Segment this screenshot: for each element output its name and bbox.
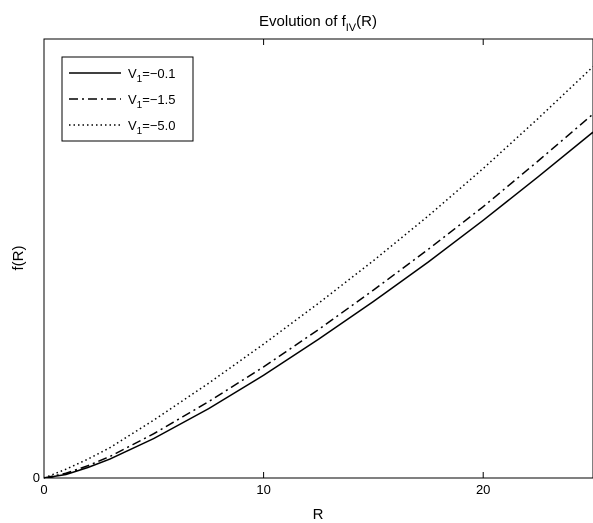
series-line-1 — [43, 113, 593, 479]
legend-label-0: V1=−0.1 — [128, 66, 176, 85]
legend-label-1: V1=−1.5 — [128, 92, 176, 111]
y-axis-label: f(R) — [10, 246, 27, 271]
series-line-0 — [43, 131, 593, 479]
y-tick-label-0: 0 — [33, 470, 40, 485]
legend: V1=−0.1 V1=−1.5 V1=−5.0 — [61, 56, 194, 142]
chart-title-tail: (R) — [356, 13, 377, 30]
x-axis-label: R — [313, 506, 324, 523]
legend-label-2: V1=−5.0 — [128, 118, 176, 137]
x-tick-label-0: 0 — [40, 482, 47, 497]
axis-ticks: 0 10 20 0 — [33, 39, 490, 497]
x-tick-label-1: 10 — [256, 482, 270, 497]
x-tick-label-2: 20 — [476, 482, 490, 497]
chart-title-main: Evolution of f — [259, 13, 347, 30]
chart-title-sub: IV — [346, 22, 357, 34]
series-lines — [43, 66, 593, 479]
series-line-2 — [43, 66, 593, 479]
chart-title: Evolution of fIV(R) — [259, 13, 377, 34]
